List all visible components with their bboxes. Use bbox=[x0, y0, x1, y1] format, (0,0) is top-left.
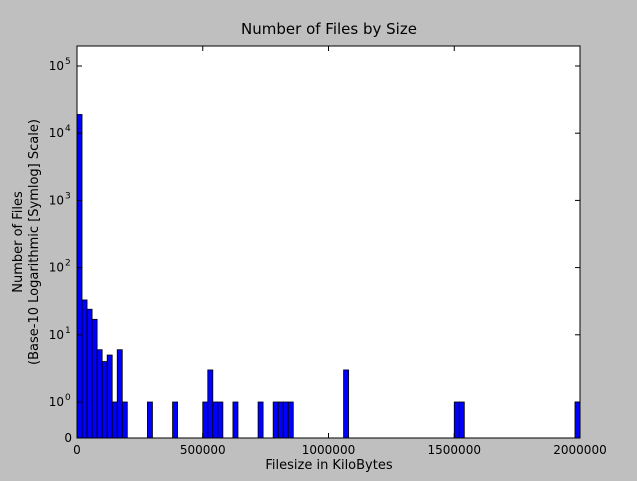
bar-17 bbox=[257, 401, 264, 439]
y-tick-label-4: 10 bbox=[49, 193, 64, 207]
y-axis-label: Number of Files (Base-10 Logarithmic [Sy… bbox=[11, 119, 42, 365]
y-tick-label-0: 0 bbox=[64, 431, 72, 445]
bar-23 bbox=[453, 401, 460, 439]
bar-13 bbox=[207, 369, 214, 439]
x-tick-label-2: 1000000 bbox=[302, 443, 355, 457]
bar-22 bbox=[343, 369, 350, 439]
y-tick-label-5: 10 bbox=[49, 126, 64, 140]
y-tick-label-2: 10 bbox=[49, 328, 64, 342]
bar-7 bbox=[111, 401, 118, 439]
y-tick-label-1: 10 bbox=[49, 395, 64, 409]
bar-8 bbox=[116, 349, 123, 439]
bar-20 bbox=[282, 401, 289, 439]
bar-18 bbox=[272, 401, 279, 439]
y-tick-exponent-3: 2 bbox=[65, 259, 71, 269]
x-tick-label-4: 2000000 bbox=[553, 443, 606, 457]
bar-0 bbox=[76, 114, 83, 439]
bar-25 bbox=[574, 401, 581, 439]
plot-frame bbox=[76, 45, 581, 439]
bar-14 bbox=[212, 401, 219, 439]
bar-19 bbox=[277, 401, 284, 439]
y-tick-exponent-5: 4 bbox=[65, 124, 71, 134]
x-tick-label-1: 500000 bbox=[180, 443, 226, 457]
x-tick-label-3: 1500000 bbox=[428, 443, 481, 457]
x-axis-label: Filesize in KiloBytes bbox=[265, 458, 392, 473]
bar-3 bbox=[91, 318, 98, 439]
bar-15 bbox=[217, 401, 224, 439]
y-tick-exponent-6: 5 bbox=[65, 57, 71, 67]
y-axis-label-line-2: (Base-10 Logarithmic [Symlog] Scale) bbox=[27, 119, 42, 365]
y-tick-exponent-4: 3 bbox=[65, 191, 71, 201]
bar-11 bbox=[172, 401, 179, 439]
bar-10 bbox=[147, 401, 153, 439]
y-axis-label-line-1: Number of Files bbox=[11, 191, 26, 293]
bar-16 bbox=[232, 401, 239, 439]
bar-21 bbox=[287, 401, 294, 439]
y-tick-exponent-1: 0 bbox=[65, 393, 71, 403]
bar-2 bbox=[86, 308, 93, 439]
bar-4 bbox=[96, 349, 103, 439]
y-tick-exponent-2: 1 bbox=[65, 326, 71, 336]
y-tick-label-6: 10 bbox=[49, 59, 64, 73]
x-tick-label-0: 0 bbox=[73, 443, 81, 457]
plot-area bbox=[77, 46, 580, 438]
bar-5 bbox=[101, 361, 108, 439]
bars-group bbox=[76, 114, 581, 439]
chart-title: Number of Files by Size bbox=[241, 20, 417, 38]
bar-24 bbox=[458, 401, 465, 439]
bar-9 bbox=[121, 401, 128, 439]
y-tick-label-3: 10 bbox=[49, 261, 64, 275]
bar-6 bbox=[106, 354, 113, 439]
bar-12 bbox=[202, 401, 209, 439]
bar-1 bbox=[81, 299, 88, 439]
